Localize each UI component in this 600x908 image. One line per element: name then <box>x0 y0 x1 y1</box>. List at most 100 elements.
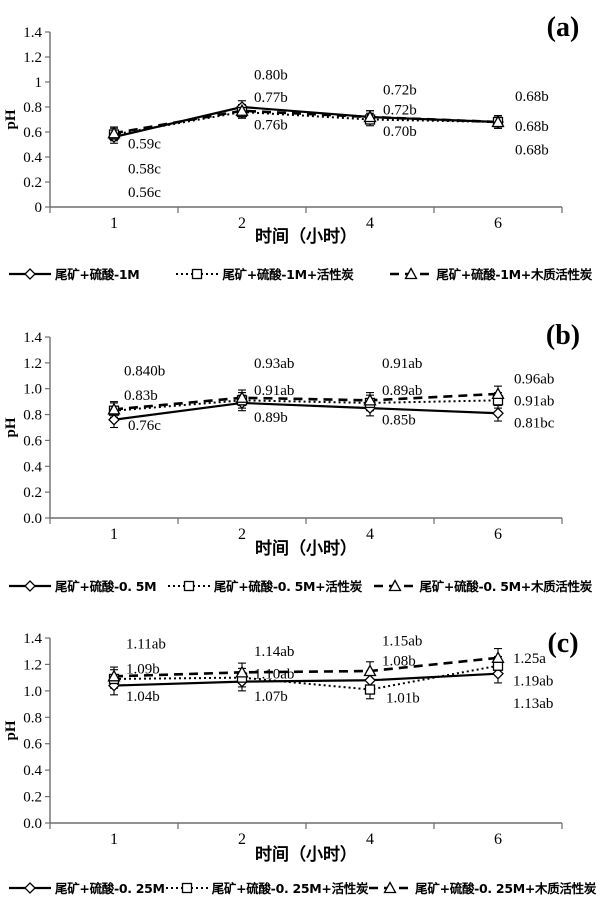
data-label: 0.72b <box>383 83 417 99</box>
y-tick-label: 1.0 <box>23 382 42 398</box>
marker-triangle <box>107 669 121 682</box>
y-tick-label: 0.4 <box>23 150 42 166</box>
chart-panel-a: 1.4 1.2 1 0.8 0.6 0.4 0.2 0 1 2 4 6 pH 时间（小时） (a) 0.59c… <box>0 0 600 300</box>
legend-triangle-icon <box>390 266 433 279</box>
legend-diamond-icon <box>9 267 51 280</box>
chart-a-plot: 1.4 1.2 1 0.8 0.6 0.4 0.2 0 1 2 4 6 pH 时间（小时） (a) 0.59c… <box>3 12 580 246</box>
legend-triangle-icon <box>369 880 412 893</box>
data-label: 0.77b <box>254 90 288 106</box>
marker-triangle <box>235 103 249 116</box>
data-label: 1.14ab <box>254 644 294 660</box>
y-tick-label: 0.2 <box>23 175 42 191</box>
x-tick-label: 2 <box>238 526 246 543</box>
data-label: 1.08b <box>382 653 416 669</box>
marker-diamond <box>24 881 36 894</box>
marker-triangle <box>235 390 249 403</box>
marker-triangle <box>404 266 419 279</box>
series-line-solid <box>113 105 499 139</box>
y-tick-label: 0.8 <box>23 100 42 116</box>
data-label: 0.59c <box>128 136 161 152</box>
marker-triangle <box>491 650 505 663</box>
chart-a-legend: 尾矿+硫酸-1M 尾矿+硫酸-1M+活性炭 尾矿+硫酸-1M+木质活性炭 <box>0 264 600 283</box>
chart-c-legend: 尾矿+硫酸-0. 25M 尾矿+硫酸-0. 25M+活性炭 尾矿+硫酸-0. 25M… <box>0 878 600 897</box>
x-tick-label: 4 <box>366 831 374 848</box>
x-tick-label: 6 <box>494 831 502 848</box>
marker-triangle <box>363 393 377 406</box>
data-label: 0.76b <box>254 118 288 134</box>
data-label: 0.840b <box>124 364 165 380</box>
data-label: 0.85b <box>382 413 416 429</box>
x-tick-label: 6 <box>494 215 502 232</box>
legend-square-icon <box>167 580 210 591</box>
marker-diamond <box>108 413 120 426</box>
y-axis-title: pH <box>3 720 19 740</box>
x-tick-label: 2 <box>238 215 246 232</box>
legend-item: 尾矿+硫酸-0. 25M <box>8 878 165 897</box>
data-label: 1.01b <box>386 690 420 706</box>
x-axis-title: 时间（小时） <box>255 226 357 246</box>
legend-item: 尾矿+硫酸-0. 25M+木质活性炭 <box>368 878 596 897</box>
data-label: 0.58c <box>128 161 161 177</box>
legend-label: 尾矿+硫酸-0. 5M+活性炭 <box>213 579 362 594</box>
marker-triangle <box>363 110 377 123</box>
data-label: 0.56c <box>128 185 161 201</box>
data-label: 0.76c <box>128 418 161 434</box>
legend-label: 尾矿+硫酸-0. 5M+木质活性炭 <box>419 579 593 594</box>
y-tick-label: 0.8 <box>23 408 42 424</box>
data-label: 0.81bc <box>514 415 555 431</box>
y-tick-label: 0 <box>35 200 43 216</box>
legend-item: 尾矿+硫酸-1M <box>8 264 140 283</box>
y-tick-label: 1.2 <box>23 50 42 66</box>
data-label: 0.91ab <box>254 383 294 399</box>
y-tick-label: 0.8 <box>23 710 42 726</box>
series-line-solid <box>113 401 499 421</box>
y-tick-label: 0.0 <box>23 816 42 832</box>
x-tick-label: 1 <box>110 215 118 232</box>
data-label: 1.13ab <box>513 696 553 712</box>
y-tick-label: 1.4 <box>23 330 42 346</box>
marker-square <box>183 580 195 591</box>
legend-item: 尾矿+硫酸-0. 5M+活性炭 <box>167 576 362 595</box>
marker-square <box>192 268 203 279</box>
data-label: 0.68b <box>515 143 549 159</box>
marker-diamond <box>364 674 376 687</box>
chart-c-plot: 1.41.21.00.80.60.40.20.01 2 4 6pH时间（小时）(c)1… <box>3 628 579 864</box>
panel-letter: (a) <box>547 12 580 43</box>
y-tick-label: 1.4 <box>23 631 42 647</box>
legend-item: 尾矿+硫酸-0. 25M+活性炭 <box>165 878 368 897</box>
legend-label: 尾矿+硫酸-0. 25M+木质活性炭 <box>415 881 597 896</box>
legend-label: 尾矿+硫酸-1M+木质活性炭 <box>436 267 592 282</box>
y-tick-label: 0.2 <box>23 790 42 806</box>
y-tick-label: 0.4 <box>23 763 42 779</box>
data-label: 0.83b <box>124 388 158 404</box>
y-tick-label: 0.4 <box>23 459 42 475</box>
y-tick-label: 0.0 <box>23 511 42 527</box>
x-axis-title: 时间（小时） <box>255 538 357 558</box>
legend-item: 尾矿+硫酸-0. 5M+木质活性炭 <box>373 576 592 595</box>
y-tick-label: 1.2 <box>23 657 42 673</box>
legend-label: 尾矿+硫酸-0. 25M <box>55 881 165 896</box>
marker-diamond <box>24 267 36 280</box>
x-axis-title: 时间（小时） <box>255 844 357 864</box>
y-tick-label: 0.6 <box>23 125 42 141</box>
marker-triangle <box>491 387 505 400</box>
panel-letter: (b) <box>546 320 580 351</box>
y-tick-label: 1.4 <box>23 25 42 41</box>
legend-item: 尾矿+硫酸-0. 5M <box>8 576 157 595</box>
data-label: 1.25a <box>513 651 546 667</box>
data-label: 1.10ab <box>254 667 294 683</box>
legend-label: 尾矿+硫酸-1M <box>55 267 140 282</box>
data-label: 0.68b <box>515 89 549 105</box>
marker-triangle <box>383 880 397 893</box>
legend-diamond-icon <box>9 881 51 894</box>
series-line-dotted <box>113 399 499 412</box>
data-label: 0.91ab <box>514 393 554 409</box>
legend-square-icon <box>165 882 208 893</box>
legend-label: 尾矿+硫酸-1M+活性炭 <box>222 267 354 282</box>
data-label: 0.89ab <box>382 383 422 399</box>
marker-triangle <box>363 664 377 677</box>
legend-label: 尾矿+硫酸-0. 5M <box>55 579 157 594</box>
legend-item: 尾矿+硫酸-1M+活性炭 <box>175 264 354 283</box>
legend-square-icon <box>176 268 219 279</box>
